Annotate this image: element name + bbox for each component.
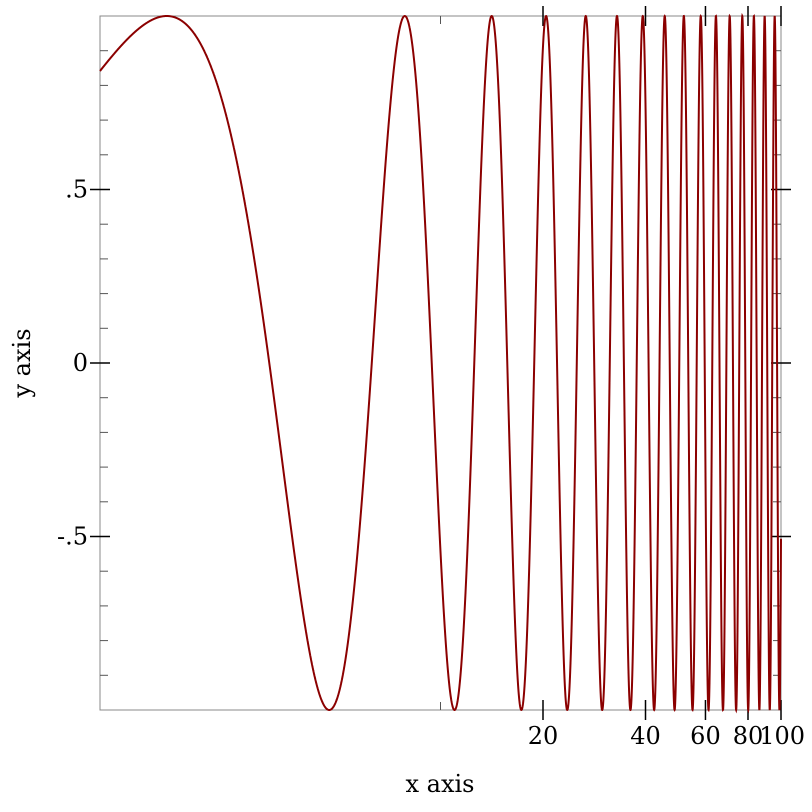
x-tick-label: 40 [630,722,661,750]
y-tick-label: 0 [73,349,88,377]
x-axis-label: x axis [406,770,475,798]
x-tick-label: 60 [690,722,721,750]
x-tick-label: 100 [759,722,805,750]
series-line-sin [99,12,782,714]
x-tick-label: 20 [528,722,559,750]
major-ticks [90,6,791,720]
x-tick-label: 80 [733,722,764,750]
y-axis-label: y axis [8,328,36,398]
y-tick-label: .5 [65,176,88,204]
y-tick-label: -.5 [57,523,88,551]
